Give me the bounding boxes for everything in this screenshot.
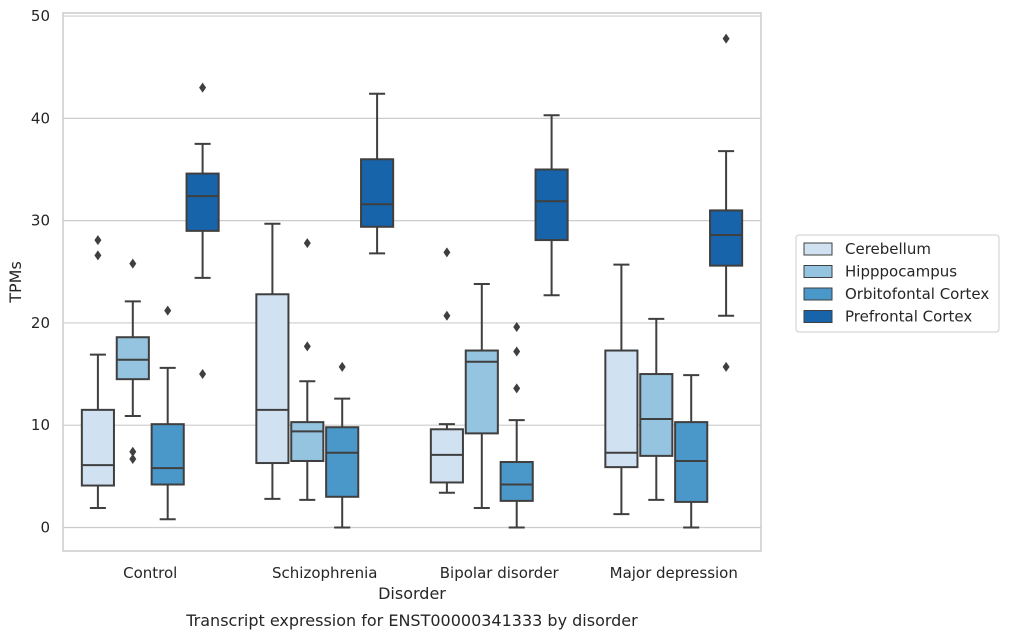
x-tick-label: Schizophrenia — [272, 564, 377, 582]
box-hipppocampus-1 — [290, 238, 325, 501]
outlier-point — [303, 238, 311, 249]
box-iqr — [185, 172, 220, 232]
box-prefrontal-cortex-0 — [185, 82, 220, 380]
box-cerebellum-3 — [604, 263, 639, 516]
outlier-point — [513, 322, 521, 333]
outlier-point — [129, 258, 137, 269]
chart-caption: Transcript expression for ENST0000034133… — [185, 611, 638, 630]
legend-swatch — [803, 310, 833, 323]
box-iqr — [255, 293, 290, 465]
box-cerebellum-0 — [80, 235, 115, 510]
y-tick-labels: 0 10 20 30 40 50 — [31, 7, 50, 536]
box-prefrontal-cortex-3 — [709, 33, 744, 372]
outlier-point — [513, 346, 521, 357]
outlier-point — [164, 305, 172, 316]
plot-frame — [62, 12, 762, 552]
box-orbitofontal-cortex-1 — [325, 361, 360, 529]
boxes — [80, 33, 744, 529]
outlier-point — [199, 369, 207, 380]
x-tick-labels: Control Schizophrenia Bipolar disorder Majo… — [123, 564, 738, 582]
y-tick-label: 30 — [31, 212, 50, 230]
outlier-point — [722, 361, 730, 372]
y-tick-label: 20 — [31, 314, 50, 332]
box-iqr — [709, 209, 744, 267]
box-cerebellum-2 — [429, 247, 464, 494]
y-axis-label: TPMs — [6, 261, 25, 304]
box-iqr — [464, 349, 499, 435]
x-tick-label: Major depression — [610, 564, 738, 582]
box-iqr — [674, 421, 709, 503]
box-prefrontal-cortex-1 — [360, 92, 395, 255]
box-iqr — [290, 421, 325, 462]
legend-label: Prefrontal Cortex — [845, 308, 972, 326]
outlier-point — [199, 82, 207, 93]
x-tick-label: Bipolar disorder — [440, 564, 560, 582]
outlier-point — [303, 341, 311, 352]
x-axis-label: Disorder — [378, 584, 446, 603]
outlier-point — [94, 250, 102, 261]
box-iqr — [325, 426, 360, 498]
box-iqr — [80, 408, 115, 487]
box-prefrontal-cortex-2 — [534, 114, 569, 297]
box-iqr — [499, 461, 534, 502]
box-iqr — [150, 423, 185, 486]
legend-label: Cerebellum — [845, 240, 931, 258]
outlier-point — [722, 33, 730, 44]
legend-swatch — [803, 242, 833, 256]
box-orbitofontal-cortex-3 — [674, 374, 709, 529]
y-tick-label: 50 — [31, 7, 50, 25]
y-tick-label: 0 — [40, 518, 50, 536]
outlier-point — [129, 453, 137, 464]
box-orbitofontal-cortex-0 — [150, 305, 185, 521]
box-iqr — [534, 168, 569, 242]
legend: Cerebellum Hipppocampus Orbitofontal Corte… — [795, 234, 1000, 333]
box-cerebellum-1 — [255, 222, 290, 500]
box-orbitofontal-cortex-2 — [499, 322, 534, 529]
box-hipppocampus-3 — [639, 317, 674, 501]
legend-label: Hipppocampus — [845, 263, 957, 281]
y-tick-label: 10 — [31, 416, 50, 434]
legend-label: Orbitofontal Cortex — [845, 285, 989, 303]
box-iqr — [115, 336, 150, 381]
outlier-point — [513, 383, 521, 394]
box-iqr — [639, 373, 674, 457]
box-hipppocampus-2 — [464, 283, 499, 510]
outlier-point — [129, 446, 137, 457]
outlier-point — [94, 235, 102, 246]
legend-frame — [795, 234, 1000, 333]
box-iqr — [360, 158, 395, 228]
box-iqr — [604, 349, 639, 469]
x-tick-label: Control — [123, 564, 177, 582]
legend-items: Cerebellum Hipppocampus Orbitofontal Corte… — [803, 240, 989, 326]
box-iqr — [429, 428, 464, 484]
legend-swatch — [803, 287, 833, 301]
outlier-point — [443, 310, 451, 321]
outlier-point — [443, 247, 451, 258]
outlier-point — [338, 361, 346, 372]
legend-swatch — [803, 265, 833, 278]
box-hipppocampus-0 — [115, 258, 150, 464]
y-tick-label: 40 — [31, 109, 50, 127]
